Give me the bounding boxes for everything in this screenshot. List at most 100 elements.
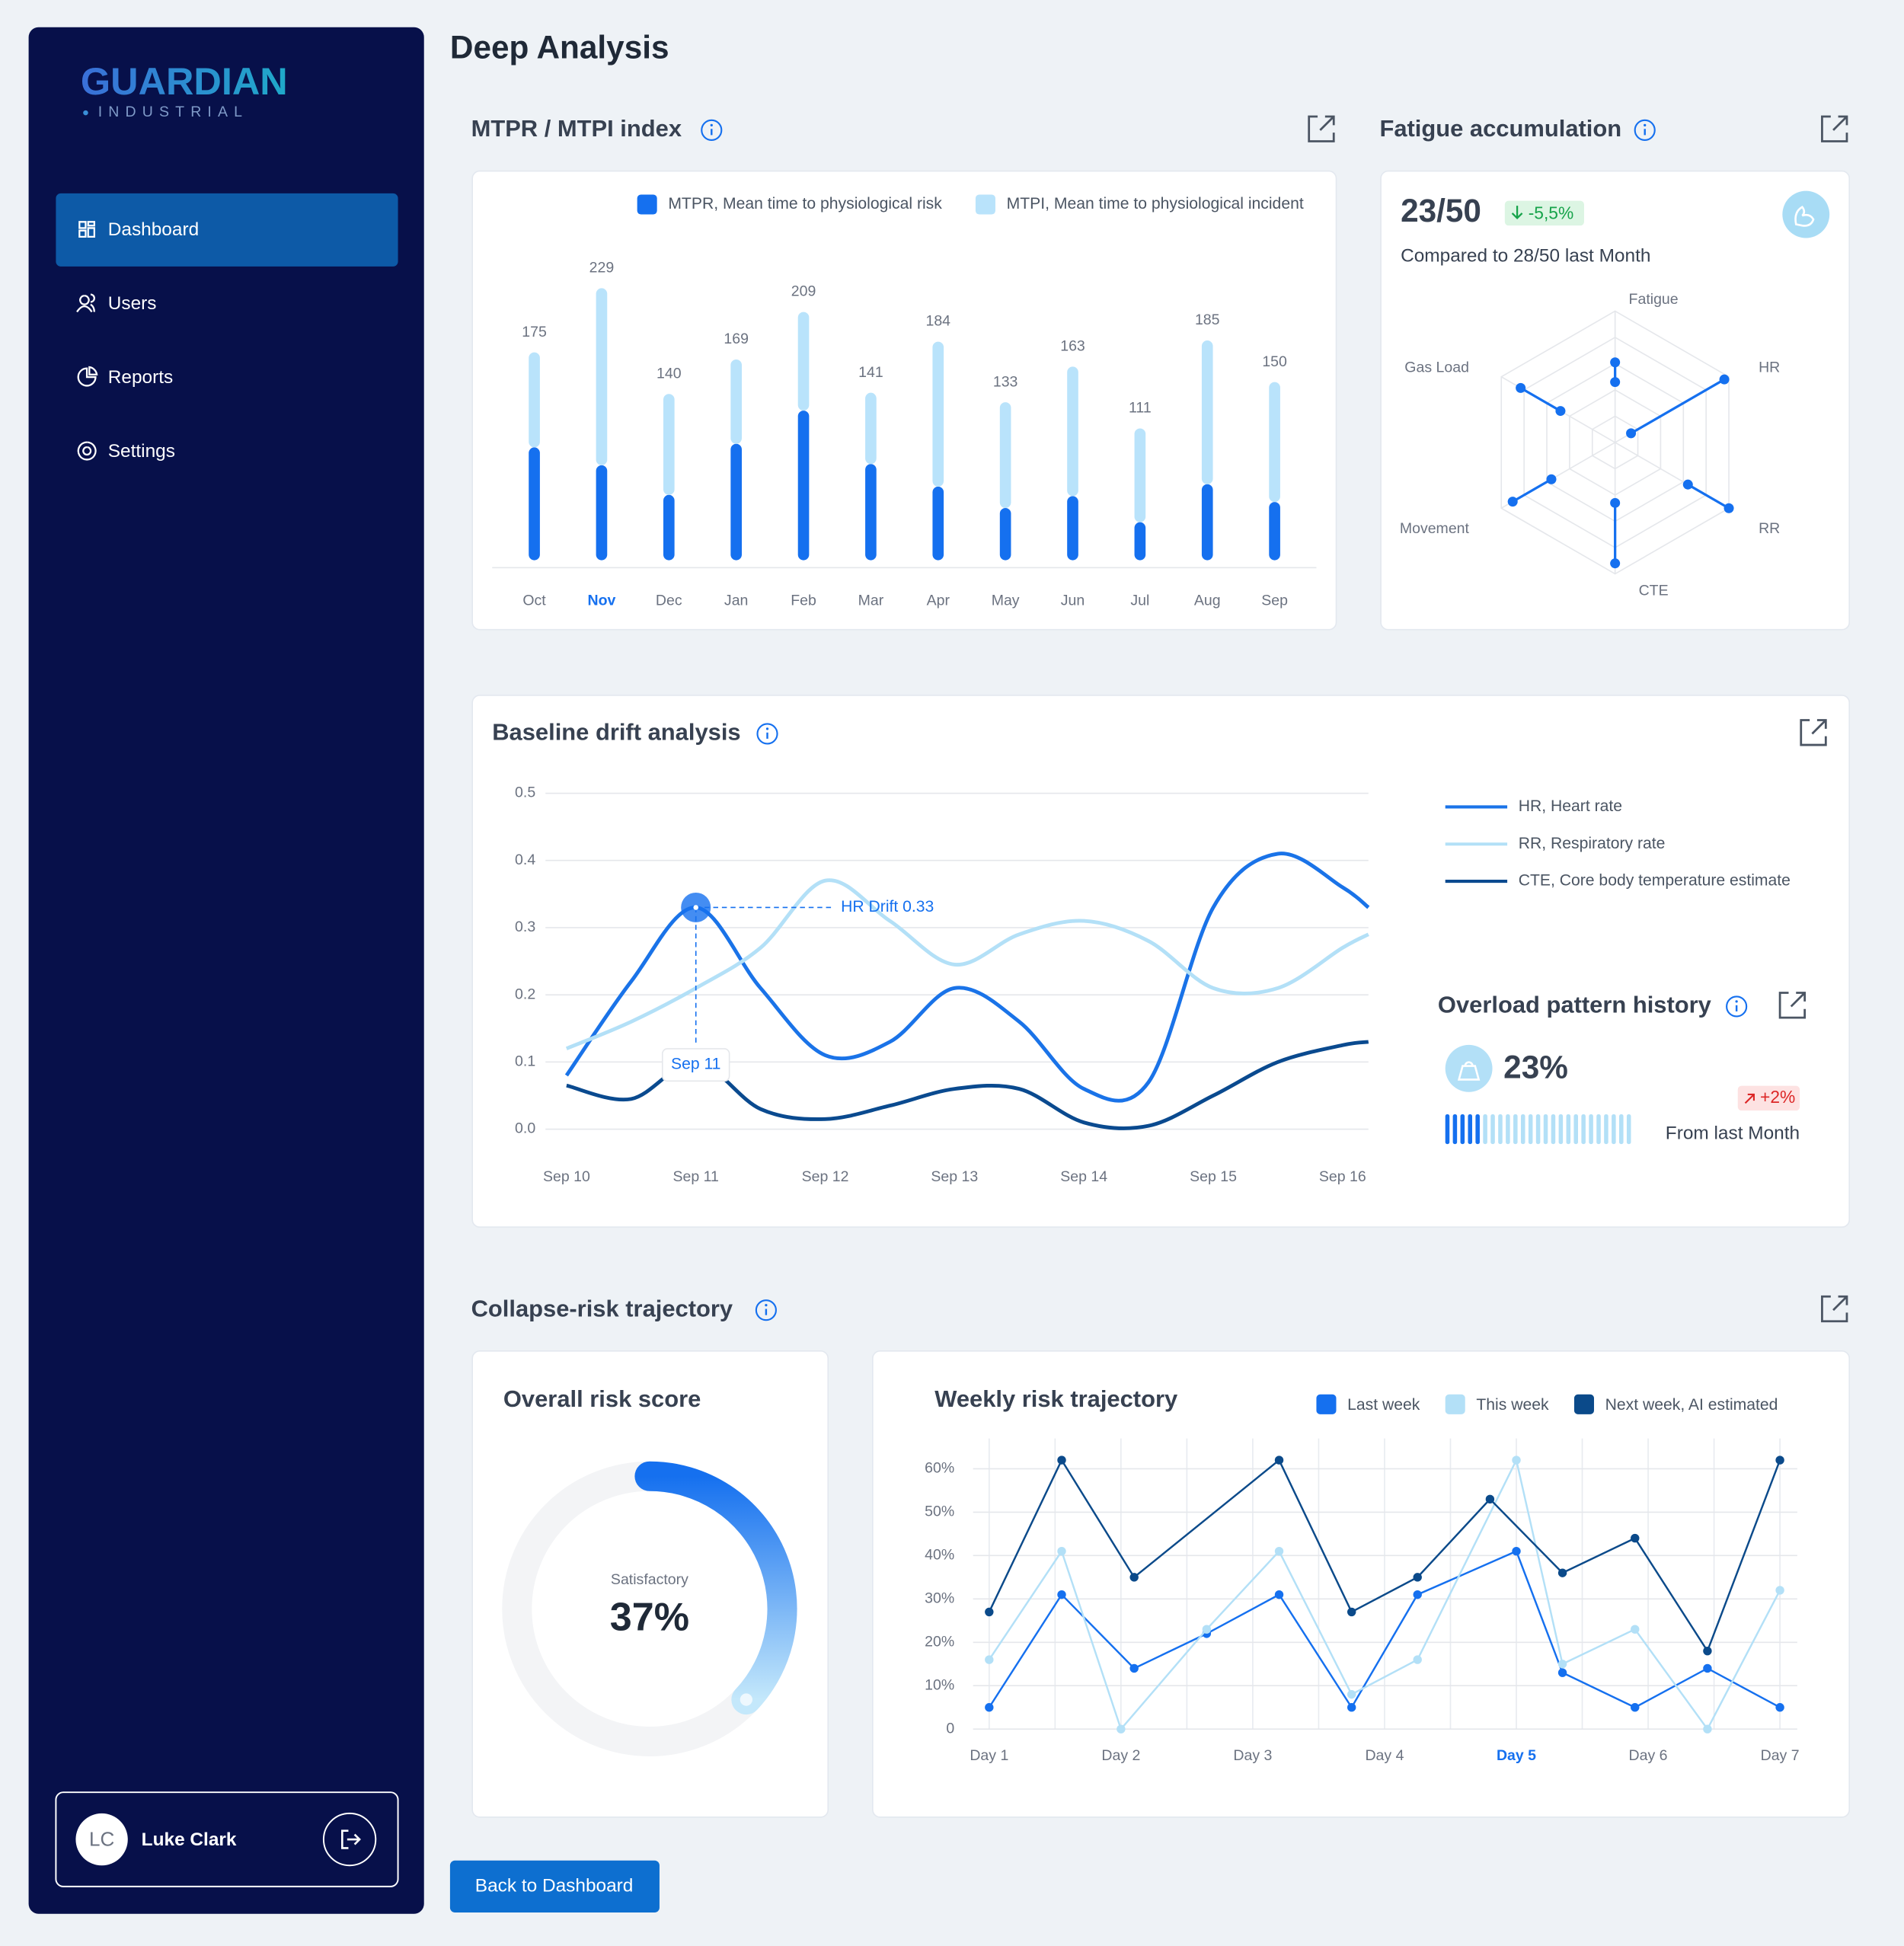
bar-segment (529, 447, 540, 561)
bar-segment (999, 507, 1011, 561)
progress-stripe (1498, 1114, 1503, 1145)
back-button-bg[interactable] (449, 1860, 660, 1913)
subtitle: Compared to 28/50 last Month (1401, 245, 1650, 266)
logout-icon[interactable] (341, 1829, 361, 1849)
progress-stripe (1573, 1114, 1578, 1145)
series-point (1631, 1703, 1640, 1712)
radar-point-high (1724, 503, 1734, 513)
nav-icon[interactable] (78, 221, 95, 238)
export-icon[interactable] (1778, 992, 1807, 1019)
progress-stripe (1475, 1114, 1480, 1145)
bar-total-label: 133 (993, 373, 1018, 390)
x-tick-label: Sep 10 (543, 1168, 590, 1185)
nav-icon[interactable] (77, 366, 98, 387)
progress-stripe (1596, 1114, 1601, 1145)
legend-swatch (1445, 1394, 1465, 1414)
nav-item[interactable]: Users (108, 293, 157, 314)
info-icon[interactable] (755, 1299, 777, 1321)
export-icon[interactable] (1821, 1295, 1848, 1323)
progress-stripe (1543, 1114, 1548, 1145)
x-tick-label: Day 1 (970, 1747, 1008, 1764)
user-name: Luke Clark (142, 1829, 237, 1850)
legend-label: This week (1476, 1396, 1549, 1414)
y-tick-label: 0.3 (515, 919, 535, 935)
legend-swatch (1316, 1394, 1337, 1414)
radar-axis-label: Gas Load (1404, 359, 1469, 375)
logout-button[interactable] (322, 1812, 377, 1867)
gauge-status: Satisfactory (611, 1571, 688, 1588)
radar-axis-label: HR (1759, 359, 1780, 375)
bar-segment (797, 411, 810, 561)
progress-stripe (1528, 1114, 1533, 1145)
card (471, 170, 1337, 631)
progress-stripe (1589, 1114, 1593, 1145)
export-icon[interactable] (1821, 115, 1848, 142)
x-tick-label: Jun (1061, 592, 1085, 609)
x-tick-label: Sep 12 (802, 1168, 849, 1185)
bar-segment (865, 464, 877, 561)
nav-item[interactable]: Dashboard (108, 219, 199, 240)
series-point (1274, 1546, 1284, 1556)
progress-stripe (1460, 1114, 1465, 1145)
progress-stripe (1513, 1114, 1518, 1145)
info-icon[interactable] (1634, 119, 1656, 141)
series-point (1057, 1456, 1066, 1465)
progress-stripe (1581, 1114, 1586, 1145)
info-icon-dot (765, 727, 769, 730)
x-tick-label: Day 5 (1497, 1747, 1536, 1764)
series-point (1129, 1573, 1139, 1582)
legend-swatch (637, 194, 657, 215)
series-point (1631, 1625, 1640, 1634)
progress-stripe (1612, 1114, 1616, 1145)
back-button[interactable]: Back to Dashboard (449, 1860, 660, 1913)
nav-active[interactable] (56, 193, 398, 267)
x-tick-label: Aug (1194, 592, 1221, 609)
bar-segment (932, 486, 944, 561)
info-icon-dot (1735, 1000, 1738, 1003)
progress-stripe (1604, 1114, 1608, 1145)
series-point (1347, 1607, 1356, 1617)
bar-segment (999, 402, 1011, 508)
series-point (1703, 1724, 1712, 1734)
series-point (1775, 1703, 1784, 1712)
card-icon-glyph (1457, 1061, 1481, 1081)
legend-label: MTPR, Mean time to physiological risk (668, 195, 942, 212)
info-icon[interactable] (756, 723, 778, 745)
info-icon[interactable] (701, 119, 723, 141)
back-button-label[interactable]: Back to Dashboard (475, 1875, 634, 1896)
logout-circle[interactable] (322, 1812, 377, 1867)
series-point (1347, 1689, 1356, 1699)
nav-icon[interactable] (77, 441, 97, 461)
export-icon[interactable] (1308, 115, 1335, 142)
legend-label: RR, Respiratory rate (1519, 835, 1666, 852)
bar-segment (596, 465, 608, 561)
bar-total-label: 169 (724, 331, 749, 347)
x-tick-label: May (992, 592, 1020, 609)
bar-total-label: 209 (791, 283, 816, 300)
card (471, 695, 1851, 1228)
change-value: +2% (1760, 1087, 1795, 1107)
progress-stripe (1566, 1114, 1571, 1145)
info-icon-dot (1644, 123, 1647, 126)
logo-sub: INDUSTRIAL (98, 104, 248, 120)
series-point (1129, 1663, 1139, 1673)
bar-segment (865, 392, 877, 465)
series-point (1775, 1586, 1784, 1595)
y-tick-label: 50% (925, 1503, 954, 1520)
nav-icon[interactable] (76, 293, 95, 313)
radar-point-low (1546, 474, 1557, 484)
progress-stripe (1506, 1114, 1510, 1145)
nav-item[interactable]: Settings (108, 441, 175, 462)
score: 23/50 (1401, 193, 1481, 228)
x-tick-label: Day 3 (1233, 1747, 1272, 1764)
info-icon[interactable] (1726, 995, 1748, 1018)
progress-stripe (1619, 1114, 1624, 1145)
y-tick-label: 0 (946, 1720, 954, 1737)
x-tick-label: Nov (587, 592, 615, 609)
card-icon (1445, 1044, 1493, 1092)
bar-segment (596, 288, 608, 465)
nav-item[interactable]: Reports (108, 367, 173, 388)
x-tick-label: Sep 15 (1190, 1168, 1237, 1185)
export-icon[interactable] (1800, 719, 1827, 746)
